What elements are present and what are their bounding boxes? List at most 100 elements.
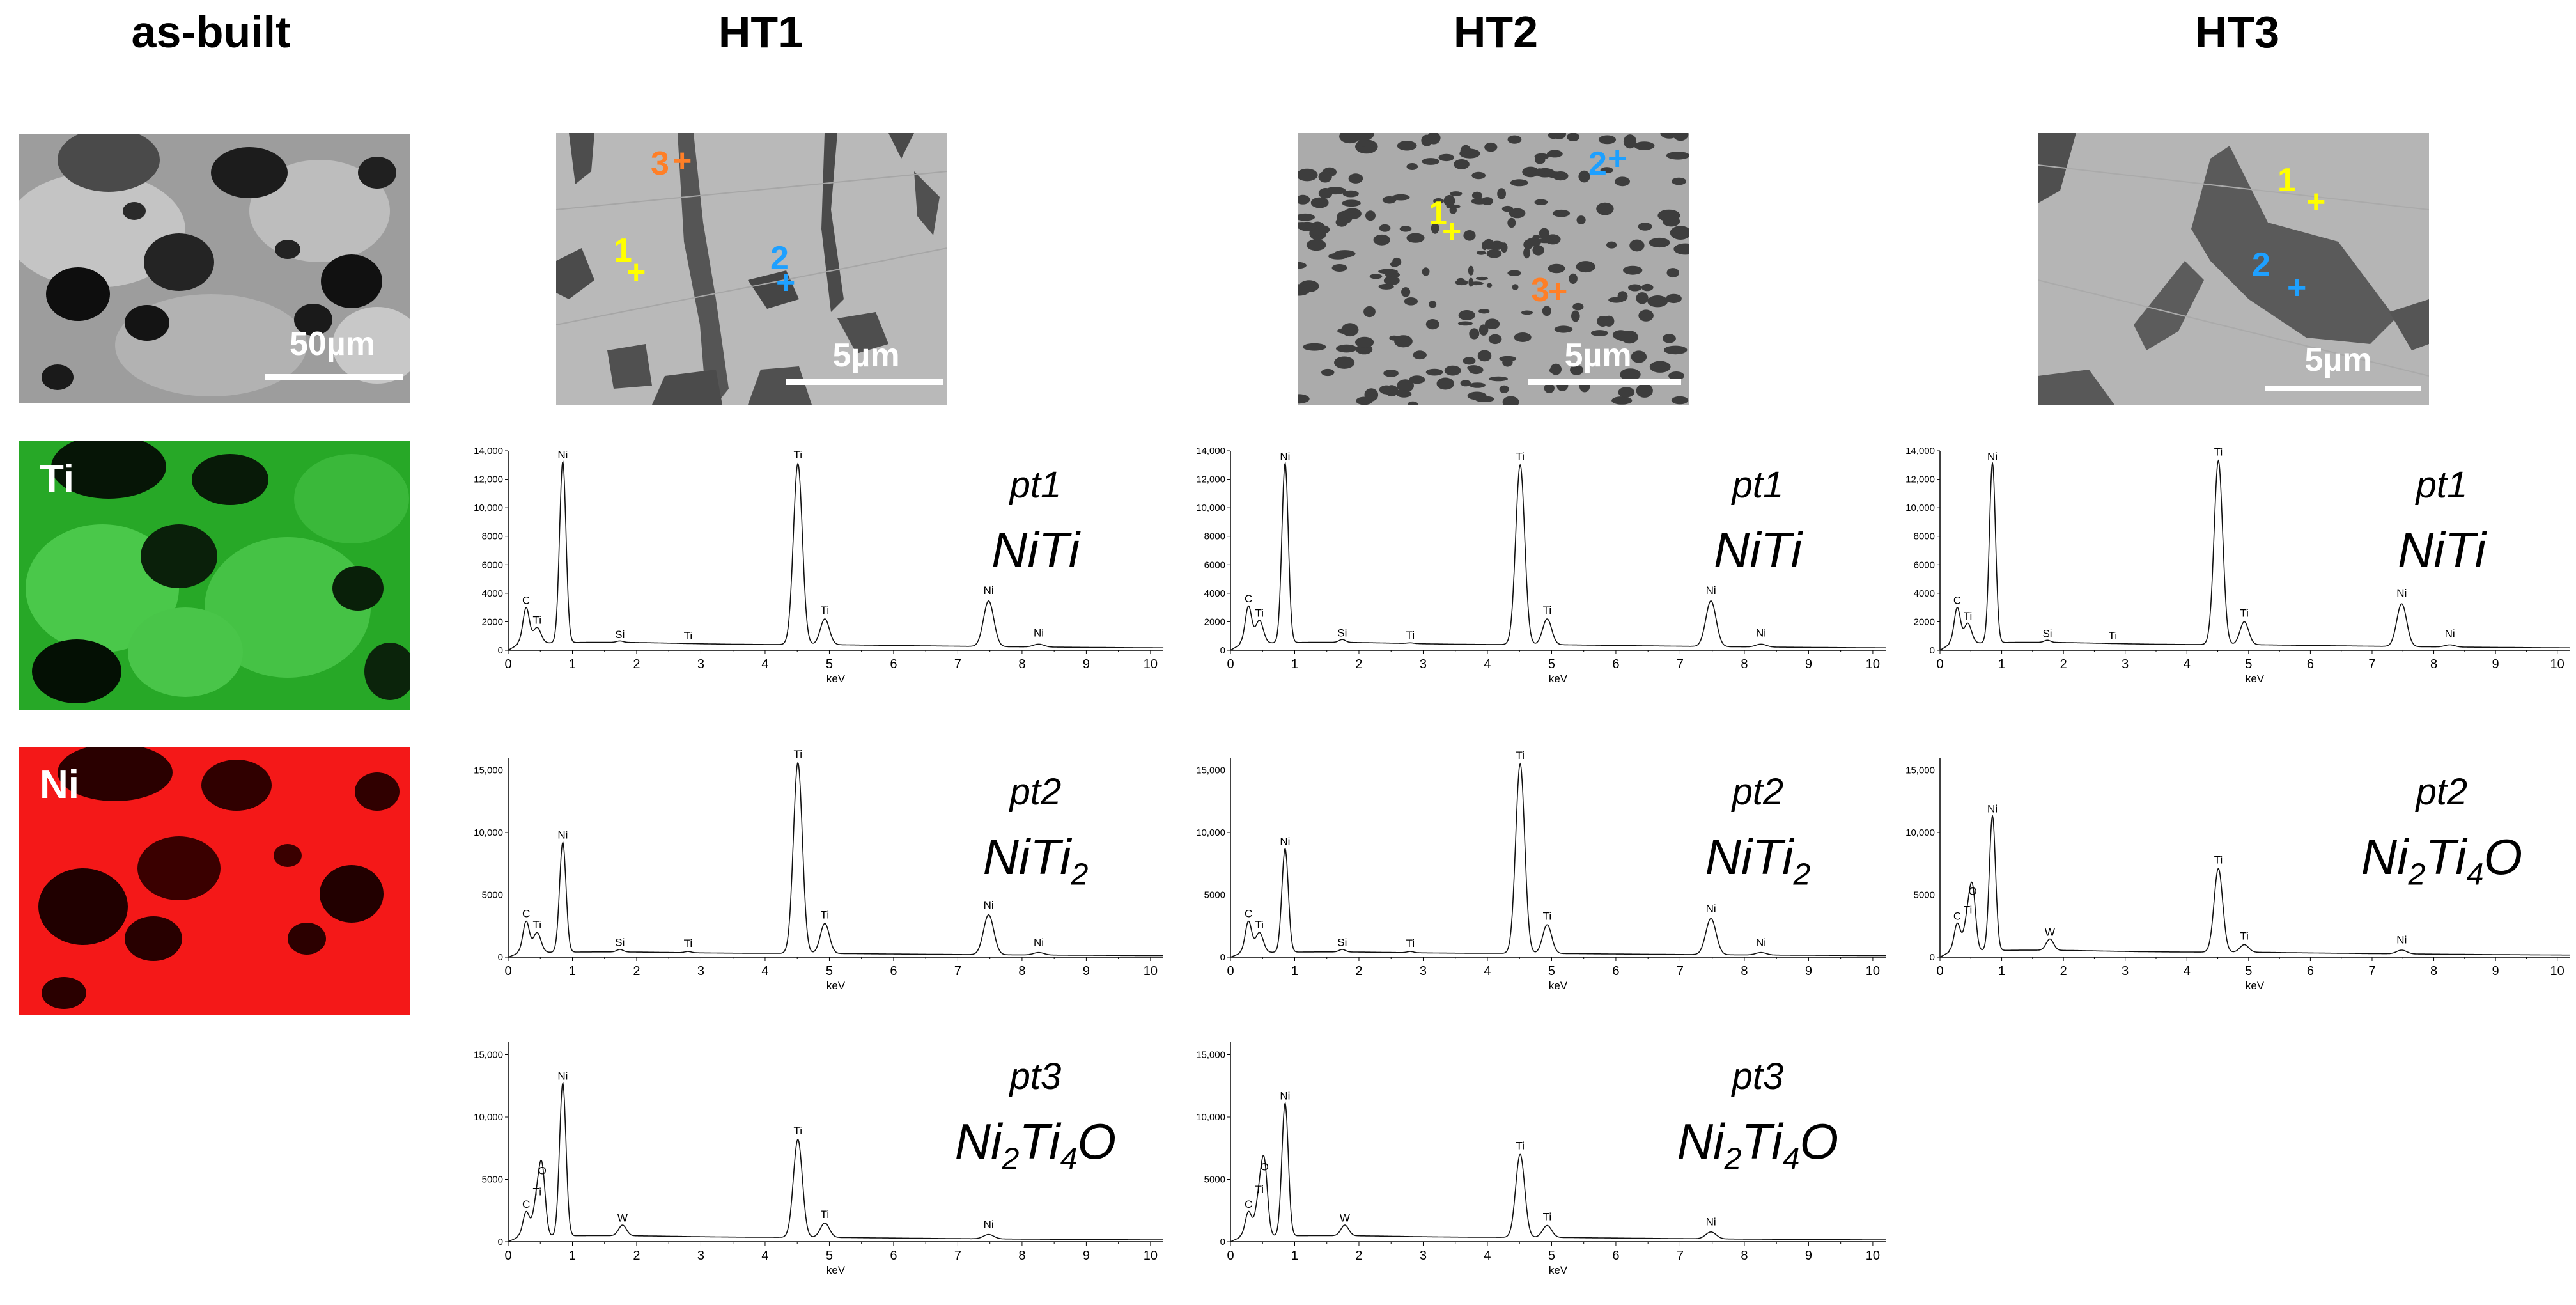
- ht2-particle: [1478, 309, 1490, 314]
- ht2-particle: [1471, 191, 1482, 199]
- spectrum-ht2-pt3: 0 5000 10,000 15,000 0 1 2 3 4 5 6 7 8 9 10 keV C Ti O Ni W T…: [1170, 1029, 1892, 1298]
- peak-label: Ni: [2396, 587, 2407, 599]
- as-built-microstructure: [19, 134, 410, 403]
- ht2-particle: [1383, 370, 1399, 377]
- peak-label: Ni: [1280, 835, 1290, 847]
- spectrum-line: [508, 761, 1163, 958]
- ht1-cross-3: +: [672, 143, 692, 180]
- ht2-particle: [1521, 310, 1533, 315]
- x-tick-label: 9: [2492, 657, 2499, 671]
- peak-label: C: [1245, 907, 1252, 919]
- x-tick-label: 1: [1291, 657, 1298, 671]
- ht2-particle: [1460, 380, 1471, 387]
- ht2-particle: [1406, 163, 1418, 170]
- as-built-scale-bar: [265, 374, 403, 380]
- phase-subscript: 2: [2408, 857, 2426, 892]
- ht2-particle: [1331, 264, 1347, 272]
- y-tick-label: 10,000: [1905, 503, 1935, 513]
- peak-label: Ti: [1543, 910, 1552, 922]
- as-built-sem-image: 50µm: [19, 134, 410, 403]
- x-tick-label: 10: [2550, 964, 2564, 978]
- y-tick-label: 12,000: [474, 474, 503, 485]
- peak-label: Ti: [532, 614, 541, 627]
- phase-subscript: 2: [1793, 857, 1811, 892]
- x-tick-label: 4: [761, 657, 768, 671]
- ht2-particle: [1532, 235, 1540, 240]
- ht2-particle: [1488, 334, 1502, 345]
- column-title-as-built: as-built: [131, 7, 291, 57]
- y-tick-label: 0: [498, 952, 503, 963]
- ht2-particle: [1623, 265, 1643, 275]
- ni-map-texture: [19, 747, 410, 1015]
- y-tick-label: 8000: [1204, 531, 1225, 542]
- ht2-particle: [1598, 135, 1617, 145]
- peak-label: Ni: [1706, 1215, 1716, 1228]
- y-tick-label: 0: [1930, 952, 1935, 963]
- y-tick-label: 15,000: [474, 1050, 503, 1061]
- ht2-particle: [1483, 238, 1494, 250]
- spectrum-line: [1939, 459, 2570, 651]
- x-tick-label: 10: [2550, 657, 2564, 671]
- ht2-particle: [1606, 241, 1617, 249]
- ht2-particle: [1475, 396, 1494, 402]
- ht2-particle: [1477, 350, 1492, 362]
- peak-label: Ti: [2214, 854, 2223, 866]
- ht2-particle: [1468, 277, 1473, 287]
- point-label: pt1: [1732, 464, 1784, 506]
- peak-label: Ni: [1706, 584, 1716, 597]
- ht2-particle: [1363, 306, 1376, 318]
- ht2-particle: [1409, 375, 1425, 384]
- peak-label: C: [1245, 593, 1252, 605]
- point-label: pt3: [1732, 1056, 1784, 1097]
- ht2-particle: [1512, 284, 1519, 290]
- y-tick-label: 5000: [482, 1175, 503, 1185]
- x-tick-label: 10: [1866, 964, 1880, 978]
- ti-map-label: Ti: [40, 457, 74, 501]
- x-tick-label: 5: [826, 657, 833, 671]
- ht2-particle: [1436, 377, 1454, 390]
- phase-subscript: 2: [1002, 1141, 1020, 1176]
- ht2-particle: [1425, 319, 1439, 330]
- y-tick-label: 15,000: [1905, 765, 1935, 776]
- ht2-particle: [1378, 283, 1394, 290]
- phase-subscript: 4: [1060, 1141, 1078, 1176]
- ht2-particle: [1537, 238, 1554, 244]
- y-tick-label: 0: [498, 1237, 503, 1247]
- ht2-particle: [1365, 210, 1376, 221]
- ht2-particle: [1623, 134, 1637, 149]
- x-tick-label: 0: [504, 964, 511, 978]
- ht2-particle: [1425, 368, 1443, 376]
- ht2-particle: [1485, 318, 1500, 329]
- spectrum-ht1-pt1: 0 2000 4000 6000 8000 10,000 12,000 14,000 0 1 2 3 4…: [447, 438, 1170, 707]
- ht2-particle: [1603, 315, 1615, 327]
- x-tick-label: 7: [954, 1249, 961, 1263]
- peak-label: Ti: [1406, 629, 1415, 641]
- ht2-particle: [1548, 263, 1565, 274]
- ht2-particle: [1620, 368, 1641, 381]
- ni-map-label: Ni: [40, 763, 79, 807]
- x-tick-label: 1: [569, 1249, 576, 1263]
- ht2-particle: [1478, 324, 1489, 336]
- ht2-particle: [1499, 385, 1509, 393]
- ht2-particle: [1389, 335, 1399, 341]
- peak-label: Ti: [1543, 1211, 1552, 1223]
- ht2-particle: [1463, 230, 1476, 241]
- y-tick-label: 6000: [482, 559, 503, 570]
- ti-eds-map: Ti: [19, 441, 410, 710]
- ht2-particle: [1454, 159, 1470, 169]
- y-tick-label: 10,000: [1196, 827, 1225, 838]
- y-tick-label: 5000: [1914, 890, 1935, 901]
- point-label: pt1: [1009, 464, 1062, 506]
- peak-label: Ni: [984, 899, 994, 911]
- ht2-particle: [1404, 297, 1418, 306]
- ht2-particle: [1373, 234, 1390, 246]
- ht2-particle: [1321, 368, 1335, 377]
- ht2-particle: [1670, 226, 1689, 240]
- x-tick-label: 6: [890, 964, 897, 978]
- ht2-particle: [1629, 239, 1645, 252]
- point-label: pt3: [1009, 1056, 1062, 1097]
- spectrum-line: [508, 460, 1164, 651]
- peak-label: Ti: [1516, 450, 1525, 462]
- y-tick-label: 8000: [1914, 531, 1935, 542]
